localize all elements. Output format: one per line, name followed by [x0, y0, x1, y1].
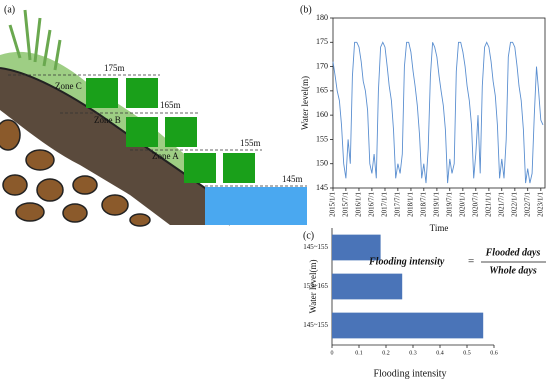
- level-lines: [8, 74, 307, 187]
- x-tick-label: 2016/7/1: [368, 192, 376, 217]
- y-tick-label: 180: [316, 13, 328, 22]
- x-tick-label: 2017/1/1: [381, 192, 389, 217]
- y-tick-label: 155: [316, 134, 328, 143]
- bar: [332, 234, 381, 261]
- x-tick-label: 2018/7/1: [419, 192, 427, 217]
- x-tick-label: 2016/1/1: [355, 192, 363, 217]
- level-label: 145m: [282, 174, 303, 184]
- x-tick-label: 0: [331, 350, 334, 356]
- x-tick-label: 2017/7/1: [393, 192, 401, 217]
- grass: [0, 51, 215, 180]
- y-tick-label: 155~165: [303, 282, 328, 290]
- grass-blades: [8, 9, 62, 71]
- y-tick-label: 145~155: [303, 243, 328, 251]
- formula-lhs: Flooding intensity: [368, 256, 445, 267]
- x-tick-label: 0.3: [409, 350, 417, 356]
- x-tick-label: 2019/1/1: [433, 192, 441, 217]
- panel-label: (b): [300, 4, 312, 15]
- x-tick-label: 2020/1/1: [458, 192, 466, 217]
- formula-equals: =: [468, 256, 474, 268]
- rocks: [0, 119, 151, 227]
- y-axis-label: Water level(m): [308, 260, 318, 314]
- y-tick-label: 175: [316, 37, 328, 46]
- x-tick-label: 2015/1/1: [329, 192, 337, 217]
- x-tick-label: 2015/7/1: [341, 192, 349, 217]
- panel-label: (a): [4, 4, 15, 15]
- x-tick-label: 2022/7/1: [523, 192, 531, 217]
- x-tick-label: 0.4: [436, 350, 444, 356]
- y-tick-label: 170: [316, 61, 328, 70]
- y-tick-label: 150: [316, 159, 328, 168]
- x-tick-label: 2023/1/1: [536, 192, 544, 217]
- x-tick-label: 0.1: [355, 350, 363, 356]
- water-level-line: [332, 41, 544, 184]
- water: [205, 187, 307, 225]
- y-axis-label: Water level(m): [300, 76, 310, 130]
- plots: [86, 78, 255, 183]
- formula-numerator: Flooded days: [485, 247, 541, 258]
- x-tick-label: 2021/7/1: [497, 192, 505, 217]
- x-tick-label: 2022/1/1: [510, 192, 518, 217]
- x-axis-label: Time: [430, 223, 449, 233]
- zone-label: Zone C: [55, 81, 82, 91]
- illustration: (a) Zone C Zone B Zone A 175m 165m 155m …: [0, 4, 310, 227]
- x-tick-label: 2020/7/1: [471, 192, 479, 217]
- y-tick-label: 160: [316, 110, 328, 119]
- x-tick-label: 0.5: [463, 350, 471, 356]
- x-tick-label: 2021/1/1: [484, 192, 492, 217]
- panel-label: (c): [303, 230, 314, 241]
- zone-label: Zone B: [94, 115, 121, 125]
- formula-denominator: Whole days: [489, 265, 537, 276]
- zone-label: Zone A: [152, 151, 179, 161]
- y-tick-label: 165: [316, 86, 328, 95]
- level-label: 165m: [160, 100, 181, 110]
- bar: [332, 312, 484, 339]
- slope-line: [0, 67, 231, 226]
- x-tick-label: 2018/1/1: [407, 192, 415, 217]
- x-tick-label: 2019/7/1: [445, 192, 453, 217]
- y-tick-label: 145: [316, 183, 328, 192]
- x-tick-label: 0.6: [490, 350, 498, 356]
- bar: [332, 273, 403, 300]
- level-label: 175m: [104, 63, 125, 73]
- level-label: 155m: [240, 138, 261, 148]
- y-tick-label: 145~155: [303, 321, 328, 329]
- x-tick-label: 0.2: [382, 350, 390, 356]
- x-axis-label: Flooding intensity: [373, 368, 446, 379]
- plot-frame: [332, 17, 546, 189]
